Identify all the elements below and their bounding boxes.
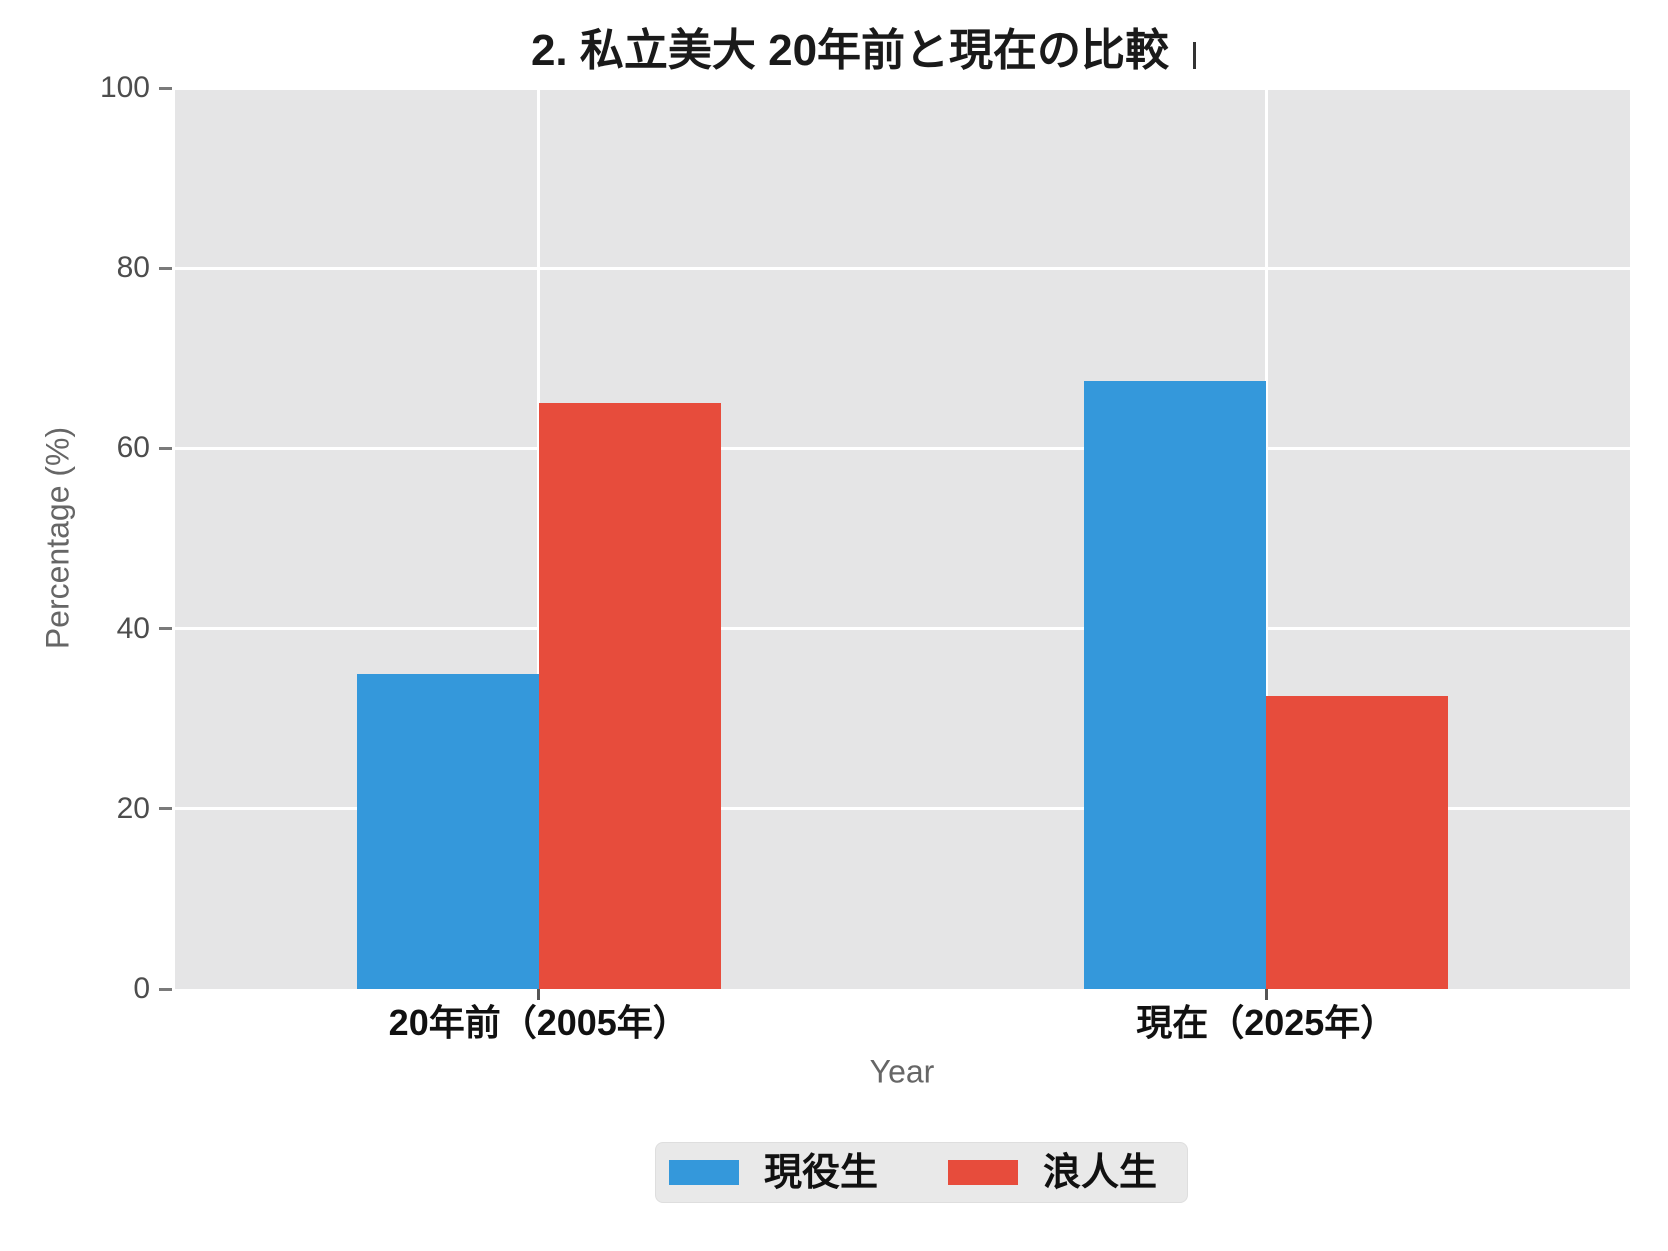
gridline-horizontal — [175, 807, 1630, 811]
y-tick-mark — [159, 446, 172, 450]
bar-浪人生 — [1266, 696, 1449, 989]
plot-area — [175, 86, 1630, 989]
y-tick-label: 20 — [116, 791, 150, 825]
legend: 現役生 浪人生 — [655, 1142, 1188, 1203]
gridline-horizontal — [175, 86, 1630, 90]
legend-label: 現役生 — [764, 1151, 879, 1194]
y-tick-mark — [159, 627, 172, 631]
gridline-vertical — [1264, 88, 1268, 989]
legend-entry: 現役生 — [669, 1154, 878, 1192]
y-tick-mark — [159, 86, 172, 90]
x-tick-label: 現在（2025年） — [1136, 1002, 1397, 1043]
y-tick-label: 100 — [99, 71, 150, 104]
gridline-horizontal — [175, 627, 1630, 631]
text-caret — [1193, 42, 1196, 69]
legend-entry: 浪人生 — [948, 1154, 1157, 1192]
x-axis-label: Year — [869, 1053, 935, 1090]
bar-現役生 — [356, 673, 539, 989]
bar-浪人生 — [538, 403, 721, 989]
x-tick-mark — [1264, 989, 1268, 1000]
x-tick-mark — [537, 989, 541, 1000]
y-tick-label: 80 — [116, 251, 150, 285]
legend-swatch — [948, 1160, 1019, 1185]
y-tick-mark — [159, 807, 172, 811]
y-tick-mark — [159, 266, 172, 270]
y-tick-label: 0 — [133, 972, 150, 1005]
gridline-horizontal — [175, 446, 1630, 450]
y-tick-label: 60 — [116, 431, 150, 465]
legend-swatch — [669, 1160, 739, 1185]
y-tick-label: 40 — [116, 611, 150, 645]
y-tick-mark — [159, 987, 172, 991]
x-tick-label: 20年前（2005年） — [388, 1002, 689, 1043]
legend-label: 浪人生 — [1043, 1151, 1158, 1194]
bar-現役生 — [1084, 380, 1267, 989]
gridline-horizontal — [175, 266, 1630, 270]
chart-title: 2. 私立美大 20年前と現在の比較 — [530, 26, 1170, 75]
